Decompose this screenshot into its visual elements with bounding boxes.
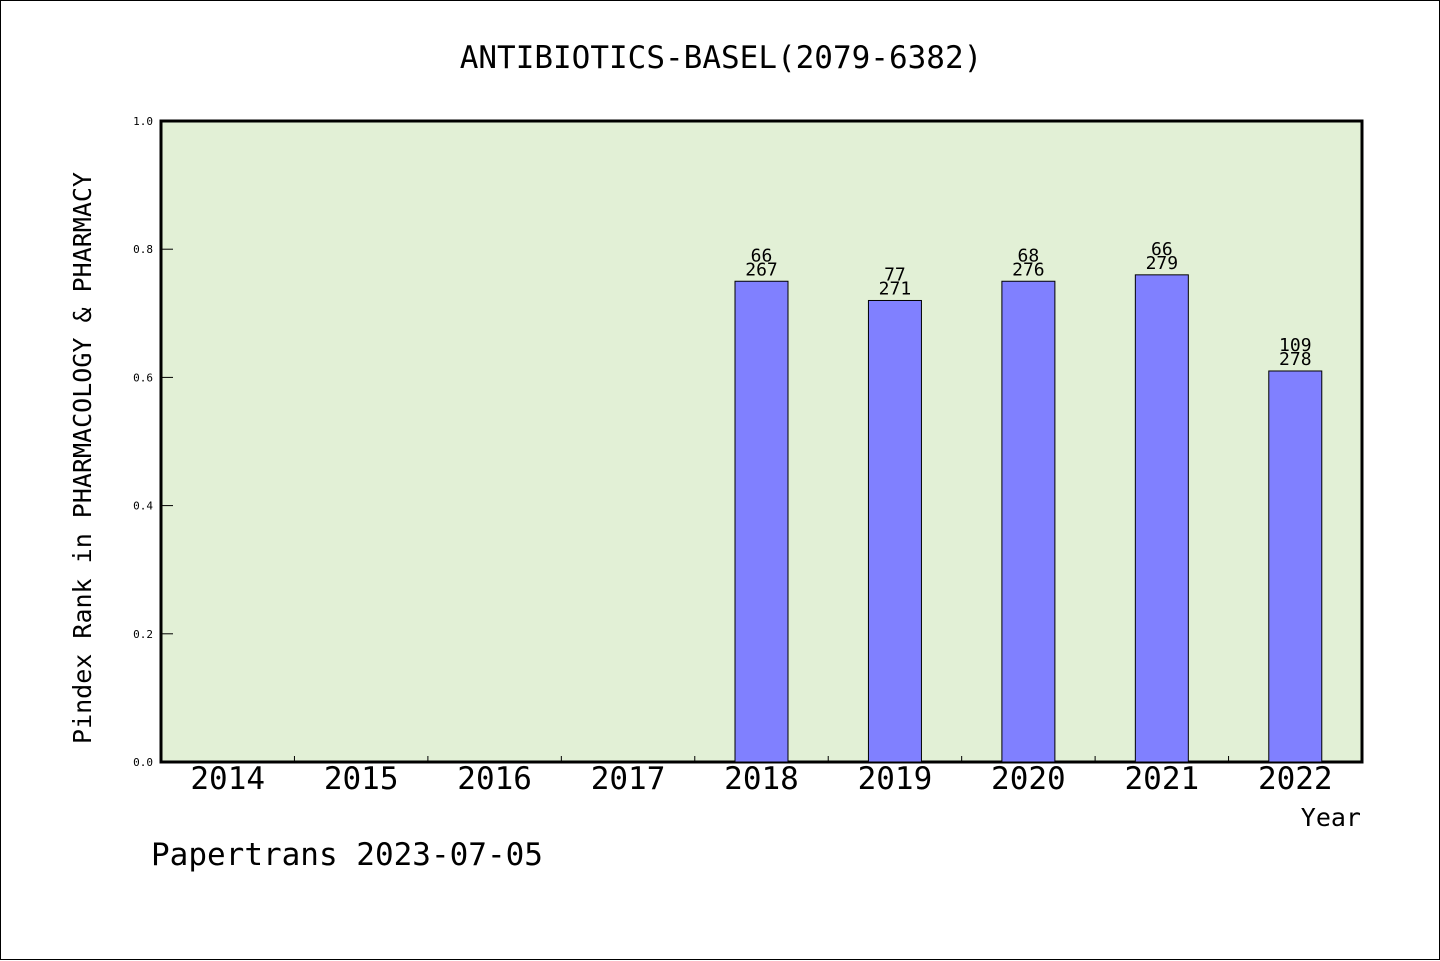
bar-rank-label: 77 xyxy=(884,264,906,285)
x-tick-label: 2015 xyxy=(324,761,399,797)
bar-rank-label: 66 xyxy=(1151,239,1173,260)
bar-rank-label: 109 xyxy=(1279,335,1312,356)
y-tick-label: 0.6 xyxy=(133,371,153,384)
x-axis: 2014 2015 2016 2017 2018 2019 2020 2021 2022 xyxy=(190,756,1333,797)
y-axis-label: Pindex Rank in PHARMACOLOGY & PHARMACY xyxy=(68,172,97,744)
x-tick-label: 2016 xyxy=(457,761,532,797)
bar xyxy=(1001,280,1056,763)
x-tick-label: 2017 xyxy=(591,761,666,797)
bar-total-label: 279 xyxy=(1146,253,1179,274)
x-tick-label: 2022 xyxy=(1258,761,1333,797)
bar-total-label: 276 xyxy=(1012,259,1045,280)
y-tick-label: 0.0 xyxy=(133,756,153,769)
x-tick-label: 2020 xyxy=(991,761,1066,797)
x-tick-label: 2018 xyxy=(724,761,799,797)
bar xyxy=(1134,274,1189,763)
x-tick-label: 2019 xyxy=(858,761,933,797)
y-tick-label: 0.8 xyxy=(133,243,153,256)
bar-rank-label: 68 xyxy=(1018,245,1040,266)
bar-total-label: 271 xyxy=(879,278,912,299)
x-tick-label: 2014 xyxy=(190,761,265,797)
y-tick-label: 0.4 xyxy=(133,500,153,513)
chart-title: ANTIBIOTICS-BASEL(2079-6382) xyxy=(460,40,983,76)
bar xyxy=(867,299,922,763)
x-axis-label: Year xyxy=(1301,803,1361,832)
y-axis: 0.0 0.2 0.4 0.6 0.8 1.0 xyxy=(133,115,173,769)
x-tick-label: 2021 xyxy=(1125,761,1200,797)
bar xyxy=(734,280,789,763)
bar xyxy=(1268,370,1323,763)
bar-rank-label: 66 xyxy=(751,245,773,266)
y-tick-label: 1.0 xyxy=(133,115,153,128)
bar-total-label: 278 xyxy=(1279,349,1312,370)
bar-total-label: 267 xyxy=(745,259,778,280)
footer-credit: Papertrans 2023-07-05 xyxy=(151,837,543,873)
y-tick-label: 0.2 xyxy=(133,628,153,641)
